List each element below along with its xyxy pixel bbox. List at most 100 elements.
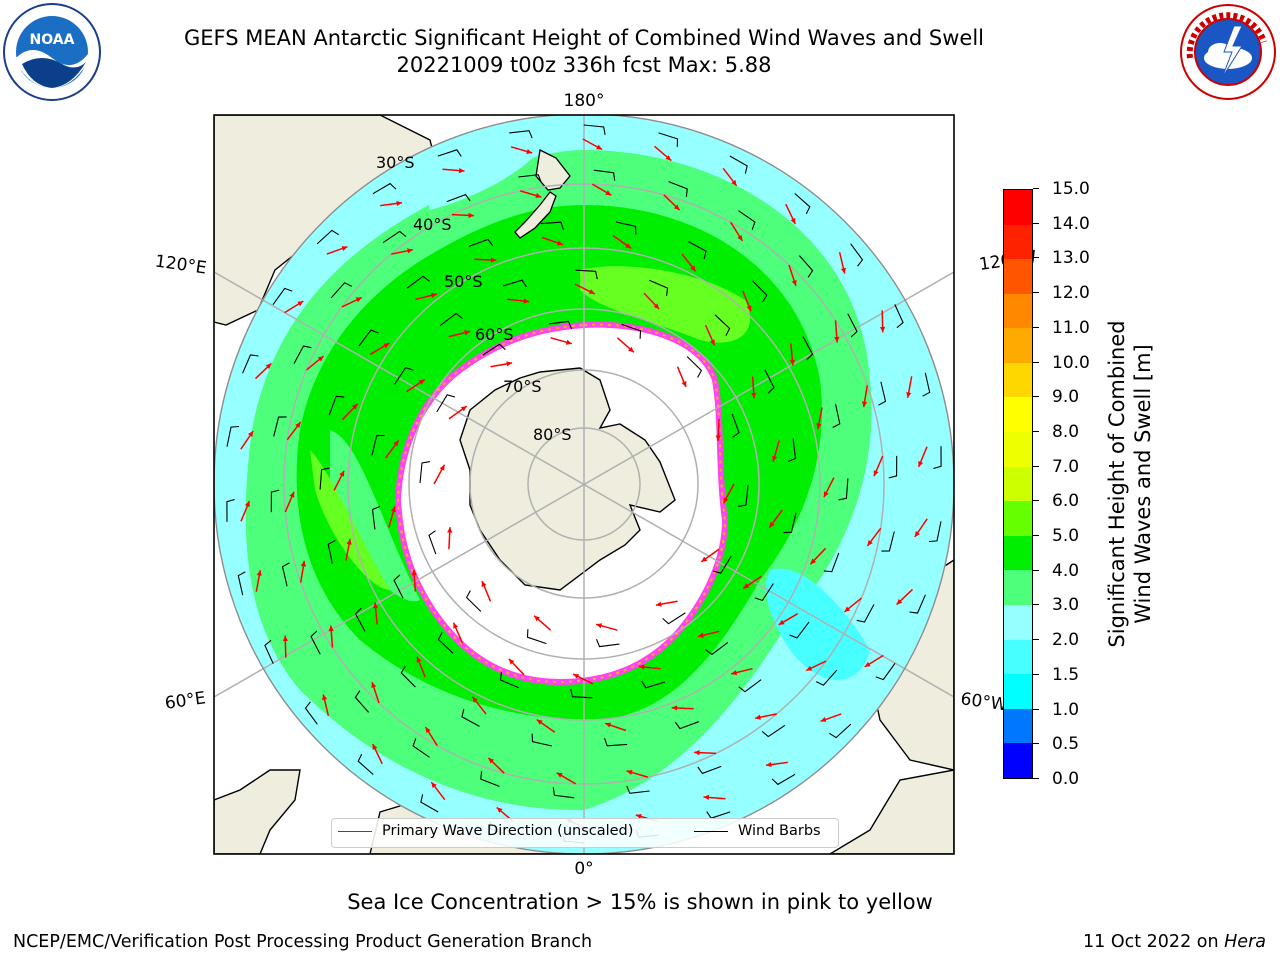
- wave-arrow-head: [778, 619, 785, 625]
- wind-barb: [281, 562, 290, 587]
- wave-arrow-head: [810, 558, 817, 565]
- wave-arrow-head: [556, 240, 563, 246]
- colorbar-segment: [1004, 432, 1032, 467]
- colorbar-segment: [1004, 362, 1032, 398]
- colorbar-tick: 1.0: [1033, 700, 1093, 720]
- wind-barb: [802, 336, 814, 361]
- wave-arrow-head: [490, 257, 497, 263]
- colorbar-label-line1: Significant Height of Combined: [1105, 320, 1129, 648]
- colorbar-segment: [1004, 189, 1032, 225]
- wave-arrow-head: [573, 674, 580, 679]
- wind-barb: [437, 149, 462, 157]
- wind-barb: [330, 282, 353, 299]
- colorbar-tick-label: 0.5: [1052, 734, 1080, 755]
- wind-barb: [798, 255, 814, 278]
- wind-barb: [439, 312, 463, 327]
- wave-arrow-head: [411, 569, 417, 576]
- wind-barb: [499, 671, 520, 689]
- colorbar-tick: 4.0: [1033, 561, 1093, 581]
- wave-arrow-head: [834, 336, 840, 343]
- wave-arrow-head: [626, 770, 633, 775]
- wave-arrow-head: [596, 144, 603, 150]
- wave-arrow-head: [295, 422, 301, 428]
- wind-barb: [469, 238, 494, 247]
- land-madagascar-region: [214, 769, 301, 854]
- wind-barb: [270, 489, 280, 513]
- colorbar-segment: [1004, 501, 1032, 536]
- wave-arrow-head: [488, 757, 495, 764]
- wind-barb: [894, 304, 904, 329]
- colorbar-segment: [1004, 328, 1032, 363]
- colorbar-segment: [1004, 466, 1032, 502]
- wave-arrow-head: [447, 527, 453, 533]
- wave-arrow-head: [816, 423, 822, 430]
- wave-arrow-head: [723, 497, 729, 504]
- wind-barb: [316, 229, 339, 245]
- wave-arrow-head: [453, 622, 459, 629]
- wave-arrow-head: [681, 381, 687, 387]
- colorbar-tick-label: 15.0: [1052, 179, 1090, 199]
- wind-barb: [668, 181, 688, 197]
- wind-barb: [829, 723, 852, 739]
- colorbar-segment: [1004, 224, 1032, 260]
- wave-arrow-head: [496, 807, 503, 813]
- wind-barb: [548, 320, 573, 330]
- wave-arrow-head: [351, 403, 358, 410]
- wind-barb: [304, 701, 318, 725]
- wind-barb: [688, 241, 707, 260]
- wind-barb: [293, 345, 312, 364]
- wind-barb: [658, 132, 679, 147]
- wave-arrow-head: [844, 606, 851, 612]
- wind-barb: [875, 662, 896, 681]
- wave-arrow-head: [867, 540, 873, 546]
- land-africa-east: [828, 769, 954, 854]
- colorbar-tick: 13.0: [1033, 248, 1093, 268]
- wind-barb: [358, 329, 379, 347]
- wave-arrow-head: [556, 772, 563, 778]
- wind-barb: [832, 404, 841, 428]
- wind-barb: [237, 571, 246, 596]
- wave-arrow-head: [407, 248, 413, 254]
- colorbar-tick: 12.0: [1033, 283, 1093, 303]
- wind-barb: [354, 690, 370, 713]
- wave-arrow-head: [536, 719, 543, 725]
- colorbar-tick-label: 1.5: [1052, 664, 1080, 685]
- wave-arrow-head: [605, 190, 612, 196]
- legend-barb-swatch: [694, 830, 728, 832]
- wave-arrow-head: [914, 531, 920, 537]
- sea-ice-note: Sea Ice Concentration > 15% is shown in …: [347, 890, 933, 914]
- wind-barb: [922, 372, 931, 397]
- colorbar-tick-label: 8.0: [1052, 421, 1080, 442]
- colorbar-tick-label: 3.0: [1052, 595, 1080, 616]
- land-new-zealand-north: [535, 149, 571, 191]
- wave-arrow-head: [737, 235, 743, 241]
- wave-arrow-head: [896, 599, 903, 605]
- wave-arrow-head: [322, 694, 328, 701]
- wave-arrow-head: [300, 560, 306, 567]
- wave-arrow-head: [806, 665, 813, 671]
- colorbar-tick: 8.0: [1033, 422, 1093, 442]
- wind-barb: [357, 753, 374, 775]
- wave-arrow-head: [373, 602, 379, 609]
- wind-barb: [400, 665, 416, 688]
- wave-arrow-head: [625, 243, 632, 249]
- wind-barb: [662, 612, 686, 625]
- wind-barb: [310, 630, 321, 655]
- wave-arrow-head: [864, 661, 871, 667]
- wind-barb: [729, 155, 748, 174]
- colorbar-tick: 7.0: [1033, 457, 1093, 477]
- wave-arrow-head: [873, 470, 879, 477]
- colorbar-tick: 1.5: [1033, 665, 1093, 685]
- wind-barb: [482, 343, 506, 356]
- wave-arrow-head: [425, 727, 431, 733]
- colorbar-tick: 15.0: [1033, 179, 1093, 199]
- wind-barb: [327, 540, 336, 564]
- wind-barb: [242, 354, 259, 374]
- land-new-zealand-south: [514, 191, 557, 239]
- wind-barb: [518, 174, 542, 183]
- colorbar-segment: [1004, 605, 1032, 640]
- wave-arrow-head: [372, 744, 378, 750]
- colorbar-tick: 2.0: [1033, 630, 1093, 650]
- wave-arrow-head: [534, 615, 540, 622]
- wave-arrow-head: [523, 298, 530, 304]
